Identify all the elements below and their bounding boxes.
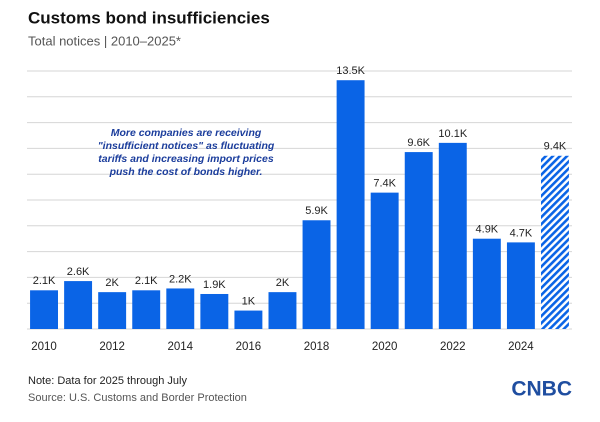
- bar: [370, 192, 399, 329]
- value-label: 9.4K: [544, 141, 567, 153]
- bar: [506, 242, 535, 329]
- value-label: 2.1K: [33, 275, 56, 287]
- source: Source: U.S. Customs and Border Protecti…: [28, 392, 247, 404]
- value-label: 1K: [242, 295, 256, 307]
- bar: [200, 293, 229, 329]
- x-tick-label: 2016: [236, 341, 262, 353]
- x-tick-label: 2010: [31, 341, 57, 353]
- x-tick-label: 2018: [304, 341, 330, 353]
- bar: [472, 238, 501, 329]
- bar: [404, 152, 433, 329]
- annotation: "insufficient notices" as fluctuating: [98, 140, 275, 152]
- bar: [98, 292, 127, 329]
- x-tick-label: 2022: [440, 341, 466, 353]
- bar: [438, 142, 467, 329]
- value-label: 2.1K: [135, 275, 158, 287]
- annotation: More companies are receiving: [111, 127, 262, 139]
- bar: [336, 80, 365, 329]
- bar: [30, 290, 58, 329]
- value-label: 10.1K: [438, 128, 467, 140]
- chart-subtitle: Total notices | 2010–2025*: [28, 33, 181, 48]
- annotation: tariffs and increasing import prices: [98, 153, 274, 165]
- value-label: 2K: [276, 277, 290, 289]
- value-label: 9.6K: [407, 137, 430, 149]
- value-label: 2.6K: [67, 266, 90, 278]
- bar: [541, 155, 569, 329]
- bar: [166, 288, 195, 329]
- x-tick-label: 2020: [372, 341, 398, 353]
- x-tick-label: 2014: [167, 341, 193, 353]
- value-label: 5.9K: [305, 205, 328, 217]
- bar: [64, 281, 93, 329]
- value-label: 4.9K: [476, 224, 499, 236]
- value-label: 4.7K: [510, 227, 533, 239]
- x-tick-label: 2012: [99, 341, 125, 353]
- value-label: 1.9K: [203, 279, 226, 291]
- value-label: 2K: [105, 277, 119, 289]
- value-label: 13.5K: [336, 65, 365, 77]
- value-label: 2.2K: [169, 273, 192, 285]
- annotation: push the cost of bonds higher.: [109, 166, 263, 178]
- bar: [302, 220, 331, 329]
- bar: [268, 292, 297, 329]
- chart-title: Customs bond insufficiencies: [28, 8, 270, 27]
- bar: [234, 310, 263, 329]
- bar: [132, 290, 161, 329]
- logo: CNBC: [511, 378, 572, 401]
- x-tick-label: 2024: [508, 341, 534, 353]
- value-label: 7.4K: [373, 178, 396, 190]
- note: Note: Data for 2025 through July: [28, 375, 187, 387]
